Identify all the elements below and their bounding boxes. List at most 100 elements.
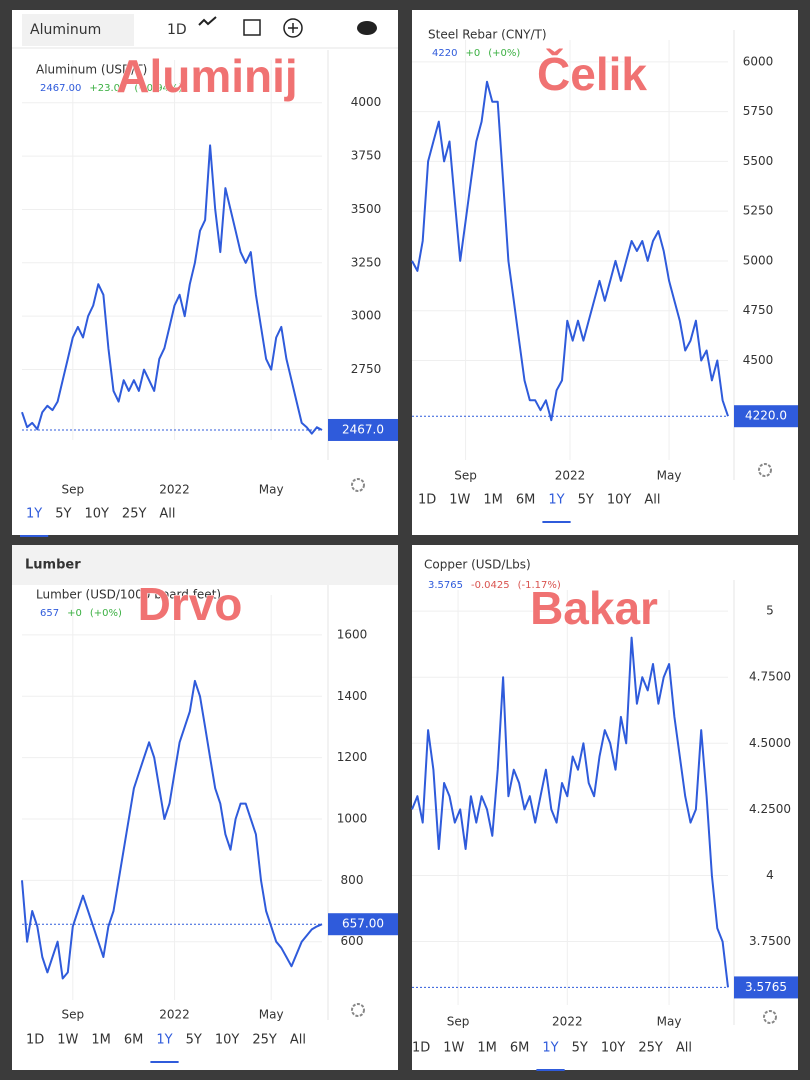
range-button[interactable]: 1Y: [26, 507, 42, 522]
panel: [12, 545, 398, 1070]
range-button[interactable]: All: [159, 507, 175, 522]
range-button[interactable]: All: [676, 1041, 692, 1056]
y-tick-label: 4000: [351, 95, 382, 109]
range-button[interactable]: 10Y: [607, 493, 632, 508]
range-button[interactable]: 1W: [449, 493, 470, 508]
y-tick-label: 4: [766, 868, 774, 882]
range-button[interactable]: 1Y: [548, 493, 564, 508]
settings-icon[interactable]: [763, 1010, 777, 1024]
y-tick-label: 5750: [743, 104, 774, 118]
add-icon-plus[interactable]: [288, 23, 298, 33]
y-tick-label: 1200: [337, 750, 368, 764]
y-tick-label: 1400: [337, 689, 368, 703]
y-tick-label: 1000: [337, 811, 368, 825]
range-button[interactable]: 25Y: [122, 507, 147, 522]
range-button[interactable]: 10Y: [601, 1041, 626, 1056]
chart-type-icon[interactable]: [198, 16, 217, 26]
header-change: +23.00: [89, 83, 126, 94]
x-tick-label: May: [657, 469, 682, 483]
y-tick-label: 4500: [743, 353, 774, 367]
range-button[interactable]: 1D: [418, 493, 436, 508]
y-tick-label: 4.7500: [749, 670, 791, 684]
y-tick-label: 5250: [743, 204, 774, 218]
last-price-label: 2467.0: [342, 422, 384, 436]
settings-icon[interactable]: [351, 478, 365, 492]
header-price: 3.5765: [428, 580, 463, 591]
range-button[interactable]: 5Y: [55, 507, 71, 522]
y-tick-label: 3000: [351, 309, 382, 323]
range-button[interactable]: 1M: [477, 1041, 497, 1056]
x-tick-label: Sep: [447, 1015, 470, 1029]
y-tick-label: 2750: [351, 362, 382, 376]
overlay-label: Čelik: [537, 48, 647, 100]
x-tick-label: 2022: [555, 469, 586, 483]
y-tick-label: 1600: [337, 627, 368, 641]
calendar-icon[interactable]: [243, 19, 261, 36]
header-price: 2467.00: [40, 83, 81, 94]
range-button[interactable]: 1M: [483, 493, 503, 508]
range-button[interactable]: 25Y: [638, 1041, 663, 1056]
series-title: Steel Rebar (CNY/T): [428, 28, 547, 42]
y-tick-label: 5500: [743, 154, 774, 168]
y-tick-label: 4.5000: [749, 736, 791, 750]
range-button[interactable]: 1D: [412, 1041, 430, 1056]
range-button[interactable]: 10Y: [215, 1033, 240, 1048]
series-title: Copper (USD/Lbs): [424, 558, 531, 572]
add-icon[interactable]: [283, 18, 303, 38]
series-title: Aluminum (USD/T): [36, 63, 147, 77]
interval[interactable]: 1D: [167, 22, 187, 38]
symbol-input[interactable]: [22, 14, 134, 46]
header-change: +0: [67, 608, 82, 619]
range-button[interactable]: 10Y: [84, 507, 109, 522]
x-tick-label: Sep: [62, 1008, 85, 1022]
range-button[interactable]: 6M: [510, 1041, 530, 1056]
range-button[interactable]: 25Y: [252, 1033, 277, 1048]
section-header: [12, 545, 398, 585]
download-icon[interactable]: [357, 21, 377, 35]
overlay-label: Drvo: [138, 578, 243, 630]
price-line: [411, 636, 729, 988]
range-button[interactable]: 1W: [57, 1033, 78, 1048]
y-tick-label: 600: [341, 934, 364, 948]
y-tick-label: 4750: [743, 303, 774, 317]
range-button[interactable]: All: [644, 493, 660, 508]
price-line: [411, 80, 729, 422]
header-change-pct: (-1.17%): [518, 580, 561, 591]
range-button[interactable]: 6M: [124, 1033, 144, 1048]
x-tick-label: 2022: [159, 483, 190, 497]
settings-icon[interactable]: [758, 463, 772, 477]
last-price-badge: [734, 405, 798, 428]
x-tick-label: 2022: [552, 1015, 583, 1029]
y-tick-label: 800: [341, 873, 364, 887]
overlay-label: Aluminij: [116, 50, 297, 102]
range-button[interactable]: 5Y: [186, 1033, 202, 1048]
x-tick-label: May: [259, 1008, 284, 1022]
last-price-label: 3.5765: [745, 980, 787, 994]
range-button[interactable]: 1Y: [156, 1033, 172, 1048]
y-tick-label: 5: [766, 604, 774, 618]
x-tick-label: May: [657, 1015, 682, 1029]
range-button[interactable]: 1Y: [542, 1041, 558, 1056]
header-change-pct: (+0%): [90, 608, 122, 619]
range-button[interactable]: 5Y: [572, 1041, 588, 1056]
range-button[interactable]: 1M: [91, 1033, 111, 1048]
y-tick-label: 6000: [743, 54, 774, 68]
symbol: Aluminum: [30, 22, 101, 38]
last-price-label: 4220.0: [745, 409, 787, 423]
x-tick-label: 2022: [159, 1008, 190, 1022]
price-line: [21, 144, 323, 435]
y-tick-label: 5000: [743, 253, 774, 267]
settings-icon[interactable]: [351, 1003, 365, 1017]
range-button[interactable]: 1W: [443, 1041, 464, 1056]
x-tick-label: Sep: [62, 483, 85, 497]
header-price: 657: [40, 608, 59, 619]
last-price-badge: [734, 976, 798, 999]
range-button[interactable]: 1D: [26, 1033, 44, 1048]
last-price-badge: [328, 913, 398, 936]
last-price-badge: [328, 418, 398, 441]
overlay-label: Bakar: [530, 582, 658, 634]
y-tick-label: 3.7500: [749, 934, 791, 948]
range-button[interactable]: 5Y: [578, 493, 594, 508]
range-button[interactable]: All: [290, 1033, 306, 1048]
range-button[interactable]: 6M: [516, 493, 536, 508]
